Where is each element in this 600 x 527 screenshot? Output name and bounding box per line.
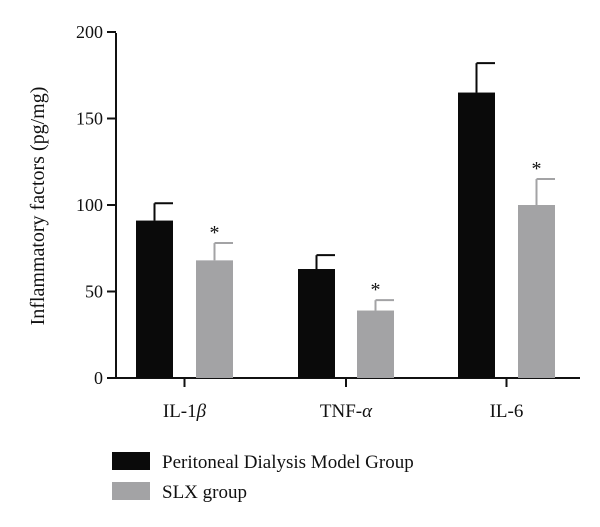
significance-marker: * <box>532 158 542 180</box>
bar <box>196 260 233 378</box>
y-tick-label: 150 <box>76 109 103 129</box>
category-label: IL-1β <box>163 401 207 422</box>
category-label-text: IL-1 <box>163 401 197 422</box>
y-tick-label: 0 <box>94 368 103 388</box>
bar <box>357 310 394 378</box>
legend: Peritoneal Dialysis Model Group SLX group <box>112 452 414 503</box>
category-labels: IL-1β TNF-α IL-6 <box>163 378 524 422</box>
category-label: TNF-α <box>320 401 373 422</box>
category-label-greek: β <box>196 401 207 422</box>
category-label-text: IL-6 <box>490 401 524 422</box>
y-axis-label: Inflammatory factors (pg/mg) <box>27 87 49 326</box>
y-ticks: 0 50 100 150 200 <box>76 22 116 388</box>
y-tick-label: 200 <box>76 22 103 42</box>
significance-marker: * <box>371 279 381 301</box>
category-label-text: TNF- <box>320 401 362 422</box>
category-label: IL-6 <box>490 401 524 422</box>
significance-marker: * <box>210 222 220 244</box>
legend-swatch <box>112 482 150 500</box>
bar <box>136 220 173 378</box>
legend-swatch <box>112 452 150 470</box>
category-label-greek: α <box>362 401 373 422</box>
y-tick-label: 100 <box>76 195 103 215</box>
legend-label: Peritoneal Dialysis Model Group <box>162 452 414 473</box>
bar <box>518 205 555 378</box>
bar <box>458 92 495 379</box>
bar <box>298 269 335 378</box>
y-tick-label: 50 <box>85 282 103 302</box>
legend-label: SLX group <box>162 482 247 503</box>
bars: * * * <box>136 62 555 379</box>
